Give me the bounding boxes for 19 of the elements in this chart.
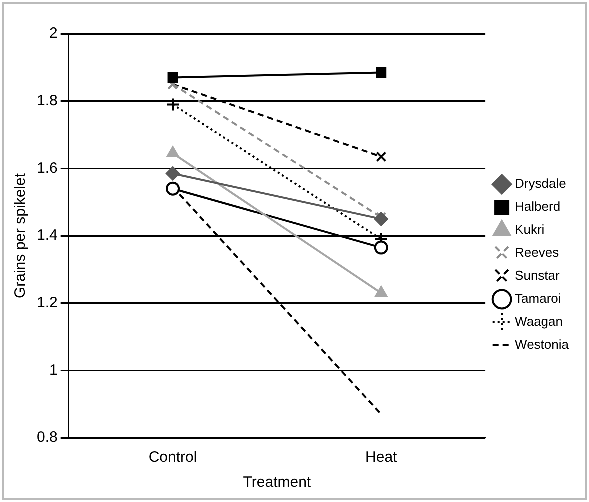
y-tick-label: 2 — [50, 25, 58, 42]
x-tick-label: Heat — [366, 449, 398, 466]
y-axis-title: Grains per spikelet — [12, 172, 30, 299]
legend-label: Sunstar — [515, 268, 561, 284]
legend-label: Drysdale — [515, 176, 566, 192]
legend-label: Tamaroi — [515, 291, 562, 306]
legend-label: Waagan — [515, 314, 563, 330]
y-tick-label: 1.6 — [36, 160, 58, 177]
y-tick-label: 1.2 — [36, 294, 58, 312]
x-axis-title: Treatment — [243, 474, 312, 492]
legend-label: Halberd — [515, 199, 561, 214]
y-tick-label: 1 — [50, 362, 58, 379]
y-tick-label: 1.4 — [36, 227, 58, 244]
x-tick-label: Control — [148, 449, 198, 466]
y-tick-label: 0.8 — [36, 429, 58, 446]
legend-label: Reeves — [515, 245, 560, 260]
legend-label: Westonia — [515, 337, 570, 352]
y-tick-label: 1.8 — [36, 92, 58, 110]
legend-label: Kukri — [515, 222, 545, 238]
